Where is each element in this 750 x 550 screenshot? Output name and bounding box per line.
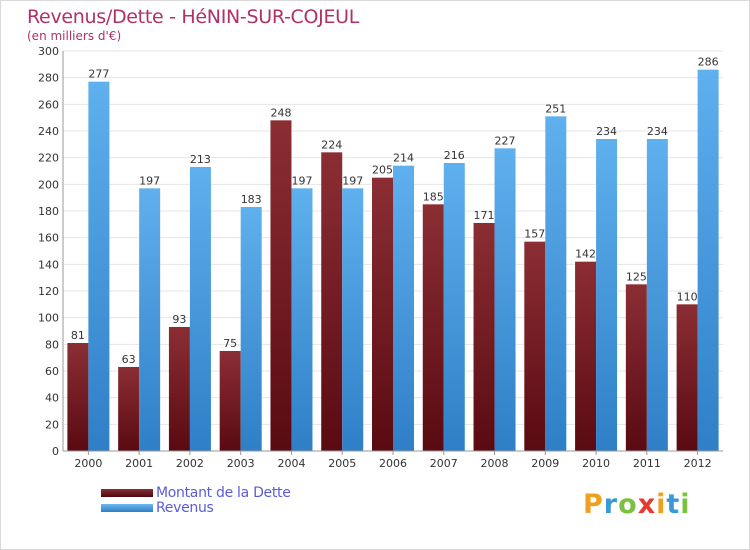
y-tick-label: 260 — [38, 98, 59, 111]
y-tick-label: 40 — [45, 392, 59, 405]
bar-revenus — [189, 167, 211, 451]
x-tick-label: 2006 — [379, 457, 407, 470]
x-tick-label: 2004 — [277, 457, 305, 470]
bar-revenus — [88, 81, 110, 452]
y-tick-label: 20 — [45, 418, 59, 431]
bar-revenus — [291, 188, 313, 452]
bar-revenus — [697, 69, 719, 452]
legend-label-debt: Montant de la Dette — [156, 485, 291, 501]
data-label-debt: 205 — [372, 164, 393, 177]
data-label-revenus: 234 — [647, 125, 668, 138]
x-tick-label: 2007 — [430, 457, 458, 470]
bar-debt — [67, 343, 89, 451]
y-tick-label: 220 — [38, 152, 59, 165]
data-label-revenus: 183 — [241, 193, 262, 206]
logo-letter: t — [666, 489, 681, 520]
bar-revenus — [596, 139, 618, 451]
bar-revenus — [240, 207, 262, 451]
bar-debt — [168, 327, 190, 451]
bar-revenus — [139, 188, 161, 452]
bar-debt — [473, 223, 495, 451]
y-tick-label: 300 — [38, 45, 59, 58]
data-label-debt: 110 — [677, 290, 698, 303]
y-tick-label: 160 — [38, 232, 59, 245]
x-tick-label: 2011 — [633, 457, 661, 470]
bar-debt — [219, 351, 241, 451]
bar-revenus — [393, 165, 414, 451]
legend-swatch-debt — [101, 489, 153, 497]
bar-revenus — [494, 148, 516, 452]
data-label-debt: 81 — [71, 329, 85, 342]
data-label-debt: 157 — [524, 228, 545, 241]
bar-revenus — [646, 139, 668, 451]
y-tick-label: 200 — [38, 178, 59, 191]
logo-letter: x — [637, 489, 657, 520]
bar-revenus — [443, 163, 465, 451]
logo-letter: i — [680, 489, 691, 520]
data-label-debt: 142 — [575, 248, 596, 261]
data-label-debt: 93 — [172, 313, 186, 326]
data-label-revenus: 286 — [698, 56, 719, 69]
x-tick-label: 2000 — [74, 457, 102, 470]
data-label-debt: 125 — [626, 270, 647, 283]
logo-letter: o — [618, 489, 638, 520]
x-tick-label: 2010 — [582, 457, 610, 470]
x-tick-label: 2003 — [227, 457, 255, 470]
bar-debt — [118, 367, 140, 451]
bar-debt — [270, 120, 292, 451]
data-label-revenus: 214 — [393, 152, 414, 165]
y-tick-label: 280 — [38, 72, 59, 85]
y-tick-label: 0 — [52, 445, 59, 458]
y-tick-label: 240 — [38, 125, 59, 138]
x-tick-label: 2012 — [684, 457, 712, 470]
x-tick-label: 2008 — [481, 457, 509, 470]
data-label-revenus: 277 — [88, 68, 109, 81]
bar-debt — [575, 261, 597, 451]
data-label-debt: 185 — [423, 190, 444, 203]
data-label-revenus: 213 — [190, 153, 211, 166]
bar-debt — [372, 177, 393, 451]
data-label-revenus: 197 — [342, 174, 363, 187]
legend-label-revenus: Revenus — [156, 500, 214, 516]
bar-revenus — [545, 116, 567, 451]
y-tick-label: 120 — [38, 285, 59, 298]
y-tick-label: 60 — [45, 365, 59, 378]
bar-debt — [625, 284, 647, 451]
data-label-debt: 171 — [474, 209, 495, 222]
data-label-revenus: 227 — [495, 134, 516, 147]
data-label-debt: 248 — [270, 106, 291, 119]
data-label-revenus: 197 — [291, 174, 312, 187]
logo-letter: r — [603, 489, 619, 520]
chart-title: Revenus/Dette - HéNIN-SUR-COJEUL — [27, 6, 360, 28]
data-label-debt: 224 — [321, 138, 342, 151]
x-tick-label: 2005 — [328, 457, 356, 470]
bar-debt — [524, 241, 546, 451]
data-label-debt: 63 — [122, 353, 136, 366]
x-tick-label: 2002 — [176, 457, 204, 470]
y-tick-label: 80 — [45, 338, 59, 351]
proxiti-logo: Proxiti — [583, 489, 691, 520]
bar-revenus — [342, 188, 364, 452]
y-tick-label: 140 — [38, 258, 59, 271]
data-label-revenus: 234 — [596, 125, 617, 138]
data-label-revenus: 216 — [444, 149, 465, 162]
data-label-revenus: 197 — [139, 174, 160, 187]
bar-debt — [676, 304, 698, 451]
chart-subtitle: (en milliers d'€) — [27, 29, 122, 43]
x-tick-label: 2009 — [531, 457, 559, 470]
y-tick-label: 100 — [38, 312, 59, 325]
bar-debt — [422, 204, 444, 451]
logo-letter: i — [656, 489, 667, 520]
logo-letter: P — [583, 489, 604, 520]
legend-swatch-revenus — [101, 504, 153, 512]
y-tick-label: 180 — [38, 205, 59, 218]
data-label-debt: 75 — [223, 337, 237, 350]
x-tick-label: 2001 — [125, 457, 153, 470]
bar-debt — [321, 152, 343, 452]
data-label-revenus: 251 — [545, 102, 566, 115]
